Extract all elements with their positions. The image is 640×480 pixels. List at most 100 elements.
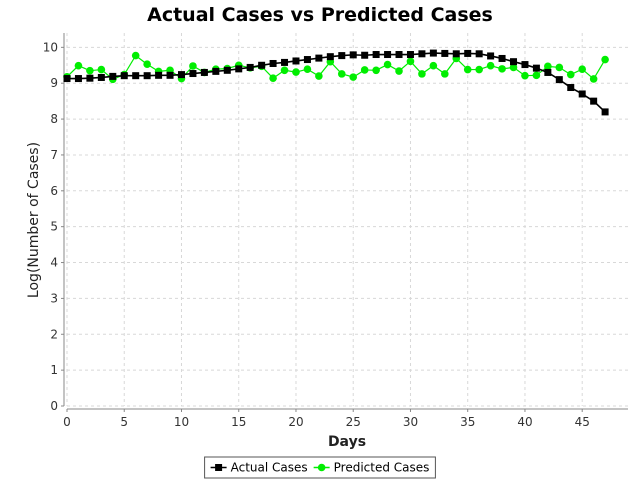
data-point — [303, 56, 311, 64]
y-tick-label: 1 — [50, 363, 58, 377]
data-point — [521, 61, 529, 69]
data-point — [498, 65, 506, 73]
y-tick-label: 3 — [50, 291, 58, 305]
data-point — [441, 70, 449, 78]
data-point — [177, 71, 185, 79]
data-point — [97, 65, 106, 74]
data-point — [86, 66, 94, 75]
data-point — [406, 51, 414, 59]
data-point — [601, 55, 609, 64]
data-point — [475, 50, 483, 58]
data-point — [510, 58, 518, 66]
grid — [66, 33, 628, 407]
y-tick-label: 10 — [43, 40, 58, 54]
legend: Actual Cases Predicted Cases — [204, 456, 436, 479]
x-tick-label: 0 — [63, 415, 71, 429]
data-point — [566, 70, 575, 79]
data-point — [498, 54, 506, 62]
data-point — [269, 59, 277, 67]
data-point — [395, 67, 403, 75]
data-point — [63, 75, 71, 83]
y-tick-label: 8 — [50, 112, 58, 126]
series-layer — [63, 49, 609, 116]
y-tick-label: 7 — [50, 148, 58, 162]
data-point — [292, 57, 300, 65]
data-point — [578, 65, 587, 74]
data-point — [406, 57, 415, 66]
data-point — [338, 52, 346, 60]
data-point — [349, 51, 357, 59]
data-point — [143, 60, 151, 69]
x-tick-label: 10 — [174, 415, 189, 429]
data-point — [143, 72, 151, 80]
data-point — [418, 70, 426, 78]
data-point — [131, 51, 140, 60]
data-point — [567, 84, 575, 92]
data-point — [315, 72, 323, 80]
data-point — [372, 66, 380, 75]
data-point — [74, 61, 83, 70]
data-point — [326, 53, 334, 61]
legend-label: Actual Cases — [231, 461, 308, 475]
y-tick-label: 5 — [50, 220, 58, 234]
legend-swatch-marker — [215, 464, 223, 471]
x-tick-label: 45 — [575, 415, 590, 429]
data-point — [315, 54, 323, 62]
data-point — [590, 97, 598, 105]
legend-swatch-marker — [317, 463, 326, 472]
data-point — [395, 51, 403, 59]
data-point — [418, 50, 426, 58]
data-point — [383, 60, 392, 69]
data-point — [429, 61, 438, 70]
data-point — [120, 72, 128, 80]
data-point — [544, 68, 552, 76]
data-point — [441, 49, 449, 57]
data-point — [532, 64, 540, 72]
legend-item: Predicted Cases — [313, 461, 429, 475]
data-point — [86, 74, 94, 82]
data-point — [109, 72, 117, 80]
series-actual-cases — [63, 49, 609, 116]
data-point — [258, 61, 266, 69]
data-point — [452, 50, 460, 58]
data-point — [464, 49, 472, 57]
x-tick-label: 25 — [346, 415, 361, 429]
data-point — [475, 65, 483, 74]
x-tick-label: 20 — [288, 415, 303, 429]
data-point — [189, 62, 197, 70]
y-tick-label: 2 — [50, 327, 58, 341]
y-tick-label: 4 — [50, 256, 58, 270]
y-axis-label: Log(Number of Cases) — [26, 142, 42, 298]
data-point — [509, 63, 518, 72]
data-point — [74, 75, 82, 83]
data-point — [544, 62, 552, 71]
data-point — [269, 74, 277, 82]
data-point — [200, 68, 208, 76]
data-point — [486, 61, 495, 70]
data-point — [132, 72, 140, 80]
data-point — [521, 71, 529, 80]
data-point — [212, 67, 220, 75]
y-tick-label: 6 — [50, 184, 58, 198]
data-point — [349, 73, 358, 81]
data-point — [280, 66, 289, 75]
data-point — [487, 52, 495, 60]
data-point — [360, 66, 369, 74]
data-point — [532, 71, 541, 80]
data-point — [281, 58, 289, 66]
chart-title: Actual Cases vs Predicted Cases — [147, 4, 493, 26]
data-point — [429, 49, 437, 57]
data-point — [555, 76, 563, 84]
x-tick-label: 30 — [403, 415, 418, 429]
x-tick-label: 35 — [460, 415, 475, 429]
x-axis-label: Days — [328, 434, 366, 450]
data-point — [589, 75, 598, 83]
data-point — [555, 63, 564, 72]
data-point — [578, 90, 586, 98]
data-point — [166, 71, 174, 79]
data-point — [235, 65, 243, 73]
data-point — [384, 51, 392, 59]
legend-item: Actual Cases — [210, 461, 308, 475]
